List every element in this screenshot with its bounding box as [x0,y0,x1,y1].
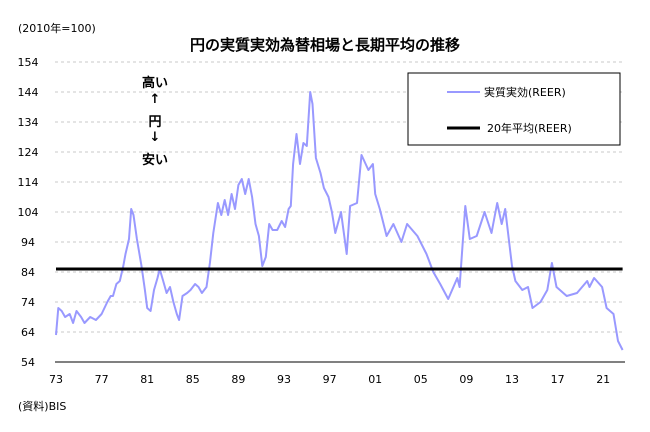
x-tick-label: 85 [186,373,200,386]
annotation-low: 安い [141,153,168,168]
source-note: (資料)BIS [18,400,67,413]
y-tick-label: 114 [18,176,39,189]
y-tick-label: 154 [18,56,39,69]
unit-label: (2010年=100) [18,22,96,35]
up-arrow-icon: ↑ [149,92,161,107]
x-tick-label: 77 [95,373,109,386]
y-tick-label: 54 [21,356,35,369]
down-arrow-icon: ↓ [149,130,161,145]
y-tick-label: 104 [18,206,39,219]
y-tick-label: 64 [21,326,35,339]
legend-label: 実質実効(REER) [484,85,566,99]
legend-label: 20年平均(REER) [487,121,572,135]
y-tick-label: 84 [21,266,35,279]
x-tick-label: 97 [323,373,337,386]
x-tick-label: 93 [277,373,291,386]
x-tick-label: 81 [140,373,154,386]
x-tick-label: 73 [49,373,63,386]
y-tick-label: 134 [18,116,39,129]
x-tick-label: 09 [459,373,473,386]
x-tick-label: 05 [414,373,428,386]
x-tick-label: 21 [596,373,610,386]
y-tick-label: 144 [18,86,39,99]
x-tick-label: 17 [551,373,565,386]
x-tick-label: 13 [505,373,519,386]
legend-box [407,72,621,146]
x-tick-label: 89 [231,373,245,386]
chart-title: 円の実質実効為替相場と長期平均の推移 [189,36,460,54]
x-tick-label: 01 [368,373,382,386]
series-line-reer [55,91,624,351]
annotation-high: 高い [141,76,168,91]
y-tick-label: 94 [21,236,35,249]
y-tick-label: 74 [21,296,35,309]
annotation-yen: 円 [148,115,162,130]
y-tick-label: 124 [18,146,39,159]
